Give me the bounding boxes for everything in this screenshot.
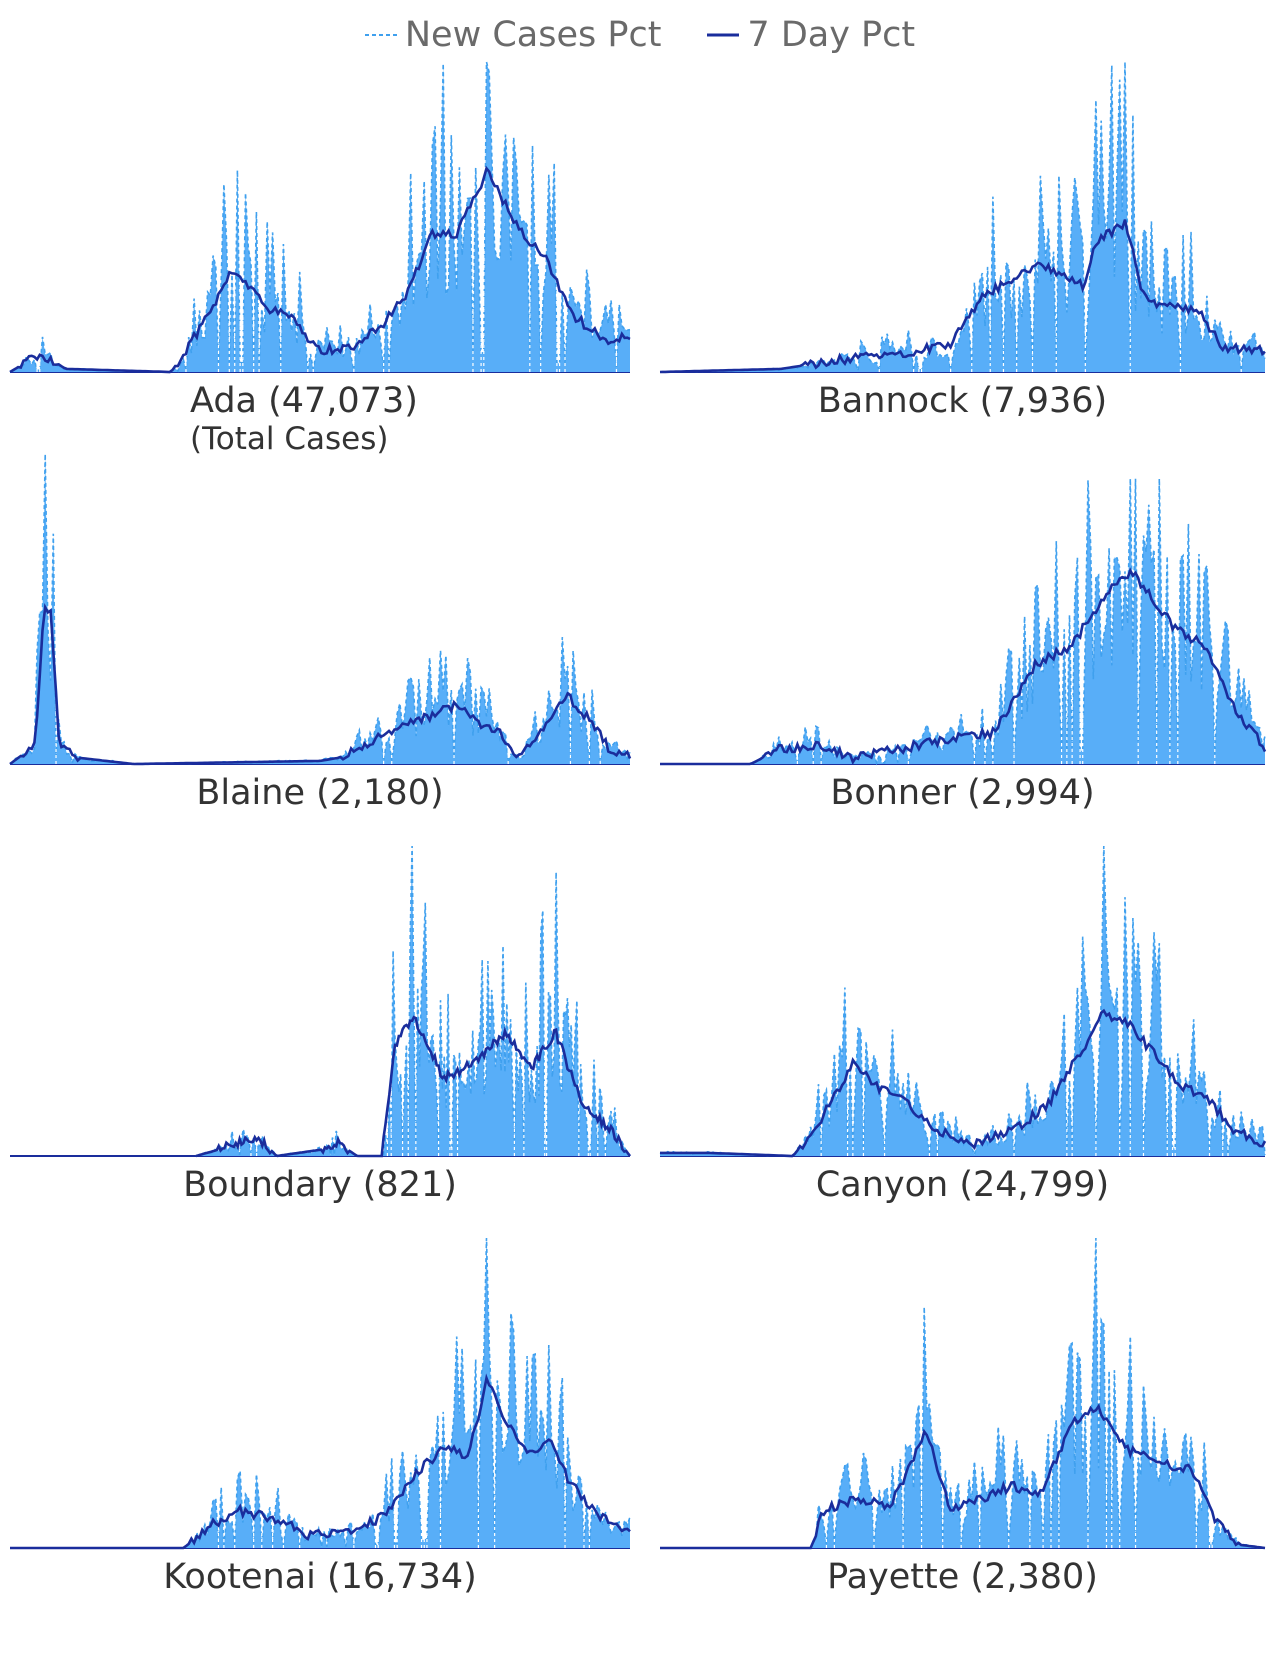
new-cases-line [660, 61, 1266, 373]
panel-ada: Ada (47,073)(Total Cases) [9, 61, 631, 457]
new-cases-area [660, 1238, 1265, 1548]
panel-label: Kootenai (16,734) [163, 1557, 477, 1597]
seven-day-line [9, 603, 632, 766]
legend-swatch-solid-line [707, 32, 740, 38]
chart-legend: New Cases Pct 7 Day Pct [0, 10, 1280, 60]
seven-day-line [660, 1403, 1266, 1550]
panel-payette: Payette (2,380) [660, 1237, 1266, 1597]
panel-subtitle: (Total Cases) [190, 421, 388, 457]
legend-label-seven-day: 7 Day Pct [747, 15, 916, 55]
seven-day-line [660, 1008, 1267, 1158]
seven-day-line [659, 219, 1266, 374]
panel-label: Bannock (7,936) [818, 381, 1107, 421]
seven-day-line [660, 567, 1267, 766]
panel-label: Canyon (24,799) [816, 1165, 1109, 1205]
new-cases-line [10, 1237, 631, 1549]
panel-bonner: Bonner (2,994) [660, 478, 1267, 813]
legend-item-seven-day: 7 Day Pct [707, 15, 915, 55]
panel-label: Blaine (2,180) [196, 773, 443, 813]
legend-item-new-cases: New Cases Pct [364, 15, 662, 55]
seven-day-line [9, 165, 631, 374]
panel-label: Ada (47,073) [190, 381, 418, 421]
panel-label: Payette (2,380) [827, 1557, 1098, 1597]
new-cases-area [10, 1238, 630, 1548]
new-cases-area [660, 478, 1265, 764]
panel-boundary: Boundary (821) [10, 845, 632, 1205]
new-cases-line [659, 845, 1266, 1158]
new-cases-line [195, 845, 631, 1157]
panel-bannock: Bannock (7,936) [659, 61, 1266, 421]
new-cases-area [660, 62, 1265, 372]
panel-label: Bonner (2,994) [830, 773, 1094, 813]
panel-label: Boundary (821) [183, 1165, 457, 1205]
panel-canyon: Canyon (24,799) [659, 845, 1267, 1205]
new-cases-area [10, 454, 630, 764]
new-cases-line [660, 478, 1266, 766]
new-cases-area [196, 846, 630, 1156]
legend-swatch-dashed-line [364, 32, 397, 38]
new-cases-line [9, 453, 631, 766]
new-cases-area [10, 62, 630, 372]
new-cases-area [660, 846, 1265, 1156]
seven-day-line [10, 1373, 631, 1550]
legend-label-new-cases: New Cases Pct [404, 15, 662, 55]
panel-blaine: Blaine (2,180) [9, 453, 632, 813]
seven-day-line [195, 1015, 632, 1158]
panel-kootenai: Kootenai (16,734) [10, 1237, 631, 1597]
